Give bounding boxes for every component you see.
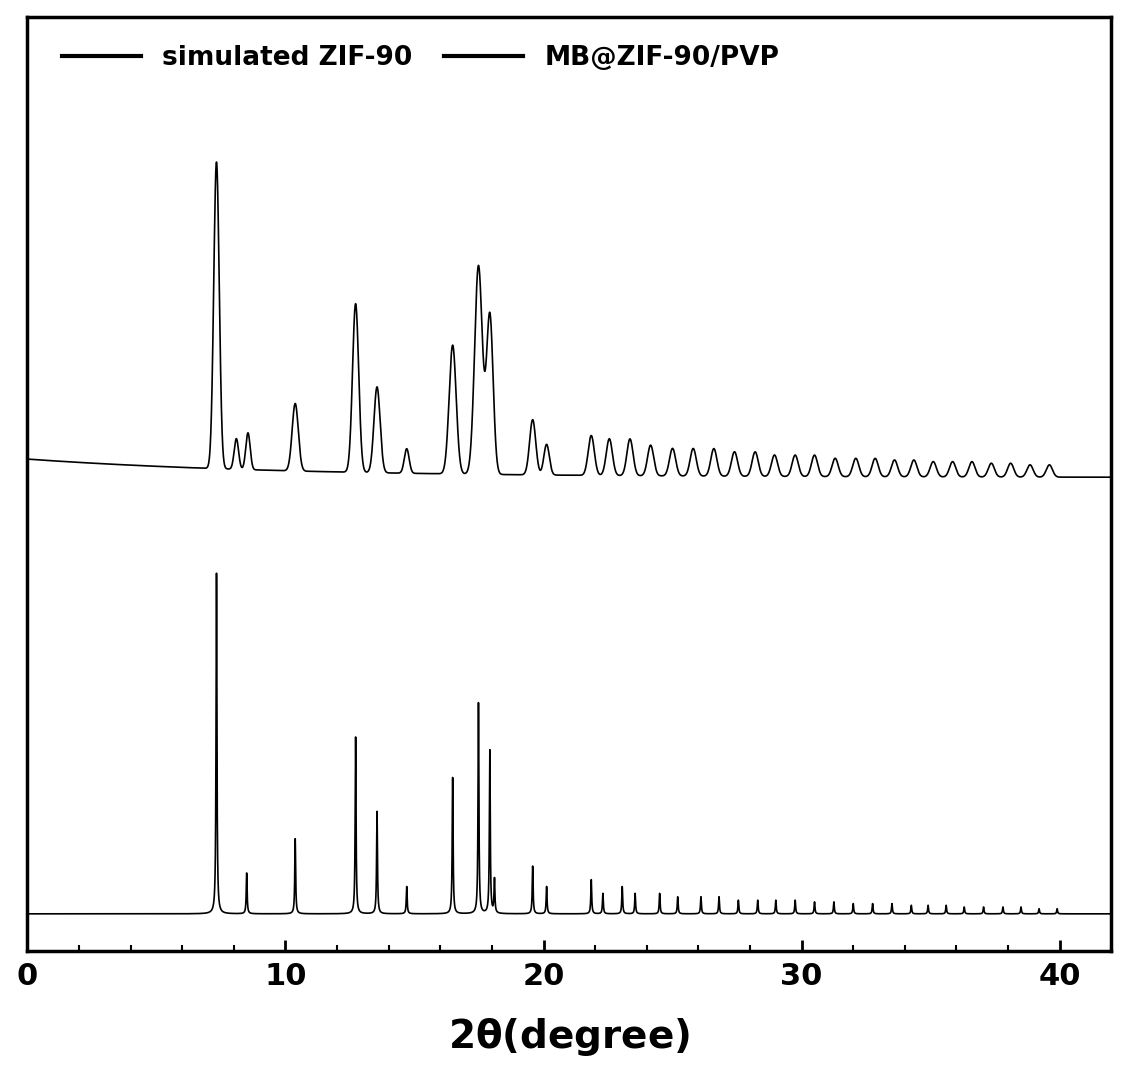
X-axis label: $\mathbf{2\theta}$$\mathbf{(degree)}$: $\mathbf{2\theta}$$\mathbf{(degree)}$ bbox=[448, 1016, 690, 1058]
Legend: simulated ZIF-90, MB@ZIF-90/PVP: simulated ZIF-90, MB@ZIF-90/PVP bbox=[52, 34, 790, 82]
